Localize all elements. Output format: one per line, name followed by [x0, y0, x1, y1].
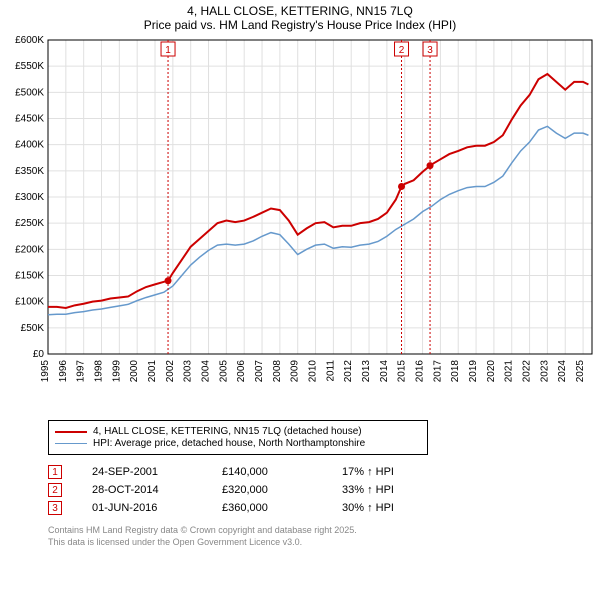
sale-row: 1 24-SEP-2001£140,00017% ↑ HPI [48, 465, 600, 479]
svg-text:3: 3 [427, 45, 433, 56]
svg-text:2004: 2004 [201, 360, 212, 383]
svg-text:2017: 2017 [432, 360, 443, 383]
svg-text:£400K: £400K [15, 140, 44, 151]
sale-marker-box: 1 [48, 465, 62, 479]
svg-text:£250K: £250K [15, 218, 44, 229]
svg-text:2012: 2012 [343, 360, 354, 383]
sale-delta: 30% ↑ HPI [342, 502, 442, 514]
sale-marker-box: 2 [48, 483, 62, 497]
svg-text:2: 2 [399, 45, 405, 56]
svg-text:1: 1 [165, 45, 171, 56]
title-line-1: 4, HALL CLOSE, KETTERING, NN15 7LQ [0, 4, 600, 18]
legend-item: 4, HALL CLOSE, KETTERING, NN15 7LQ (deta… [55, 426, 421, 437]
svg-text:2013: 2013 [361, 360, 372, 383]
sales-table: 1 24-SEP-2001£140,00017% ↑ HPI 2 28-OCT-201… [48, 465, 600, 515]
svg-text:£550K: £550K [15, 61, 44, 72]
footnote-line-2: This data is licensed under the Open Gov… [48, 537, 600, 549]
sale-date: 24-SEP-2001 [92, 466, 222, 478]
svg-text:£450K: £450K [15, 114, 44, 125]
chart-container: 4, HALL CLOSE, KETTERING, NN15 7LQ Price… [0, 0, 600, 590]
svg-text:2024: 2024 [557, 360, 568, 383]
svg-text:£150K: £150K [15, 271, 44, 282]
svg-text:£350K: £350K [15, 166, 44, 177]
svg-text:2007: 2007 [254, 360, 265, 383]
svg-text:£500K: £500K [15, 87, 44, 98]
svg-text:2006: 2006 [236, 360, 247, 383]
svg-text:1998: 1998 [94, 360, 105, 383]
svg-text:2009: 2009 [290, 360, 301, 383]
sale-row: 3 01-JUN-2016£360,00030% ↑ HPI [48, 501, 600, 515]
sale-price: £320,000 [222, 484, 342, 496]
legend-swatch [55, 431, 87, 433]
svg-text:£200K: £200K [15, 244, 44, 255]
svg-text:2001: 2001 [147, 360, 158, 383]
svg-text:£300K: £300K [15, 192, 44, 203]
svg-text:2003: 2003 [183, 360, 194, 383]
svg-text:2000: 2000 [129, 360, 140, 383]
footnote: Contains HM Land Registry data © Crown c… [48, 525, 600, 548]
svg-text:£50K: £50K [21, 323, 45, 334]
svg-text:2015: 2015 [397, 360, 408, 383]
svg-text:1999: 1999 [111, 360, 122, 383]
legend-item: HPI: Average price, detached house, Nort… [55, 438, 421, 449]
svg-text:1996: 1996 [58, 360, 69, 383]
chart-area: £0 £50K £100K £150K £200K £250K £300K £350K £400… [0, 34, 600, 414]
svg-text:2014: 2014 [379, 360, 390, 383]
svg-text:2008: 2008 [272, 360, 283, 383]
sale-price: £360,000 [222, 502, 342, 514]
sale-price: £140,000 [222, 466, 342, 478]
footnote-line-1: Contains HM Land Registry data © Crown c… [48, 525, 600, 537]
legend-label: 4, HALL CLOSE, KETTERING, NN15 7LQ (deta… [93, 426, 362, 437]
legend-label: HPI: Average price, detached house, Nort… [93, 438, 365, 449]
svg-text:2005: 2005 [218, 360, 229, 383]
svg-text:2018: 2018 [450, 360, 461, 383]
svg-text:2016: 2016 [415, 360, 426, 383]
svg-text:1997: 1997 [76, 360, 87, 383]
svg-text:2002: 2002 [165, 360, 176, 383]
svg-text:2020: 2020 [486, 360, 497, 383]
svg-text:2019: 2019 [468, 360, 479, 383]
sale-marker-box: 3 [48, 501, 62, 515]
title-block: 4, HALL CLOSE, KETTERING, NN15 7LQ Price… [0, 0, 600, 34]
svg-text:2022: 2022 [522, 360, 533, 383]
svg-text:2023: 2023 [539, 360, 550, 383]
svg-text:£0: £0 [33, 349, 45, 360]
line-chart-svg: £0 £50K £100K £150K £200K £250K £300K £350K £400… [0, 34, 600, 414]
sale-delta: 33% ↑ HPI [342, 484, 442, 496]
sale-date: 01-JUN-2016 [92, 502, 222, 514]
svg-text:2011: 2011 [325, 360, 336, 382]
legend: 4, HALL CLOSE, KETTERING, NN15 7LQ (deta… [48, 420, 428, 455]
svg-text:£600K: £600K [15, 35, 44, 46]
svg-text:1995: 1995 [40, 360, 51, 383]
legend-swatch [55, 443, 87, 444]
svg-text:2021: 2021 [504, 360, 515, 383]
sale-date: 28-OCT-2014 [92, 484, 222, 496]
svg-text:2010: 2010 [308, 360, 319, 383]
sale-row: 2 28-OCT-2014£320,00033% ↑ HPI [48, 483, 600, 497]
svg-text:£100K: £100K [15, 297, 44, 308]
sale-delta: 17% ↑ HPI [342, 466, 442, 478]
title-line-2: Price paid vs. HM Land Registry's House … [0, 18, 600, 32]
svg-text:2025: 2025 [575, 360, 586, 383]
